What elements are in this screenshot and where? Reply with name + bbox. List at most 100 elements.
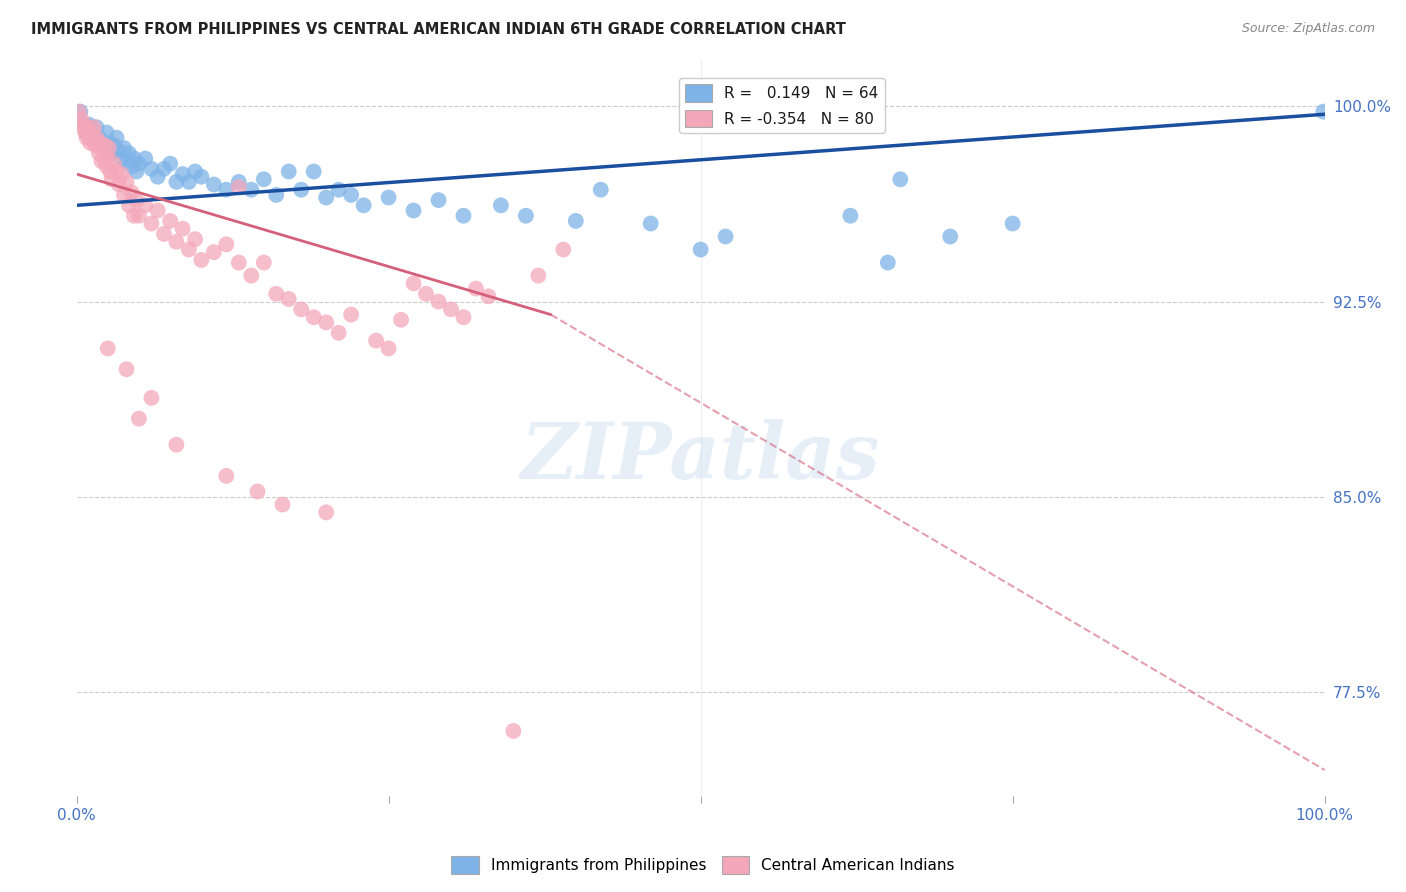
Point [87,130,110,145]
Point [184,232,207,246]
Point [515,209,537,223]
Point [82,133,104,147]
Text: IMMIGRANTS FROM PHILIPPINES VS CENTRAL AMERICAN INDIAN 6TH GRADE CORRELATION CHA: IMMIGRANTS FROM PHILIPPINES VS CENTRAL A… [31,22,846,37]
Point [315,505,337,519]
Point [77,128,100,142]
Point [202,178,225,192]
Point [105,130,128,145]
Point [240,183,263,197]
Legend: R =   0.149   N = 64, R = -0.354   N = 80: R = 0.149 N = 64, R = -0.354 N = 80 [679,78,884,134]
Point [80,125,103,139]
Point [112,141,135,155]
Point [83,130,105,145]
Point [190,252,212,267]
Point [91,144,114,158]
Point [87,146,110,161]
Point [73,118,96,132]
Point [90,136,112,150]
Point [84,138,107,153]
Point [96,159,118,173]
Point [76,125,98,139]
Text: ZIPatlas: ZIPatlas [522,419,880,495]
Text: Source: ZipAtlas.com: Source: ZipAtlas.com [1241,22,1375,36]
Point [228,255,250,269]
Point [159,214,181,228]
Point [228,175,250,189]
Point [105,164,128,178]
Point [302,310,325,325]
Point [328,183,350,197]
Point [76,120,98,135]
Point [939,229,962,244]
Point [122,209,145,223]
Point [108,144,131,158]
Point [184,164,207,178]
Point [215,183,238,197]
Point [103,138,125,153]
Point [97,149,120,163]
Point [415,286,437,301]
Point [277,292,299,306]
Point [103,156,125,170]
Point [98,141,121,155]
Point [502,723,524,738]
Point [100,146,122,161]
Point [96,125,118,139]
Point [89,136,111,150]
Point [112,188,135,202]
Point [115,362,138,376]
Point [190,169,212,184]
Point [86,130,108,145]
Point [87,138,110,153]
Point [115,154,138,169]
Point [93,141,115,155]
Point [477,289,499,303]
Point [453,209,475,223]
Point [128,411,150,425]
Point [328,326,350,340]
Point [240,268,263,283]
Point [121,186,143,200]
Point [94,138,117,153]
Point [100,172,122,186]
Point [302,164,325,178]
Point [73,118,96,132]
Point [215,237,238,252]
Point [290,302,312,317]
Point [141,217,163,231]
Point [159,156,181,170]
Point [115,175,138,189]
Point [315,190,337,204]
Point [76,130,98,145]
Point [553,243,575,257]
Point [69,104,91,119]
Point [177,175,200,189]
Point [271,498,294,512]
Point [177,243,200,257]
Point [128,156,150,170]
Point [340,188,363,202]
Point [364,334,387,348]
Point [264,286,287,301]
Point [465,282,488,296]
Point [146,203,169,218]
Point [315,315,337,329]
Point [128,209,150,223]
Point [165,175,187,189]
Point [527,268,550,283]
Point [427,294,450,309]
Point [141,161,163,176]
Point [290,183,312,197]
Point [125,193,148,207]
Point [98,164,121,178]
Point [110,152,132,166]
Point [402,277,425,291]
Point [121,159,143,173]
Point [97,342,120,356]
Point [118,198,141,212]
Point [108,178,131,192]
Point [453,310,475,325]
Point [1312,104,1334,119]
Point [110,167,132,181]
Point [134,198,156,212]
